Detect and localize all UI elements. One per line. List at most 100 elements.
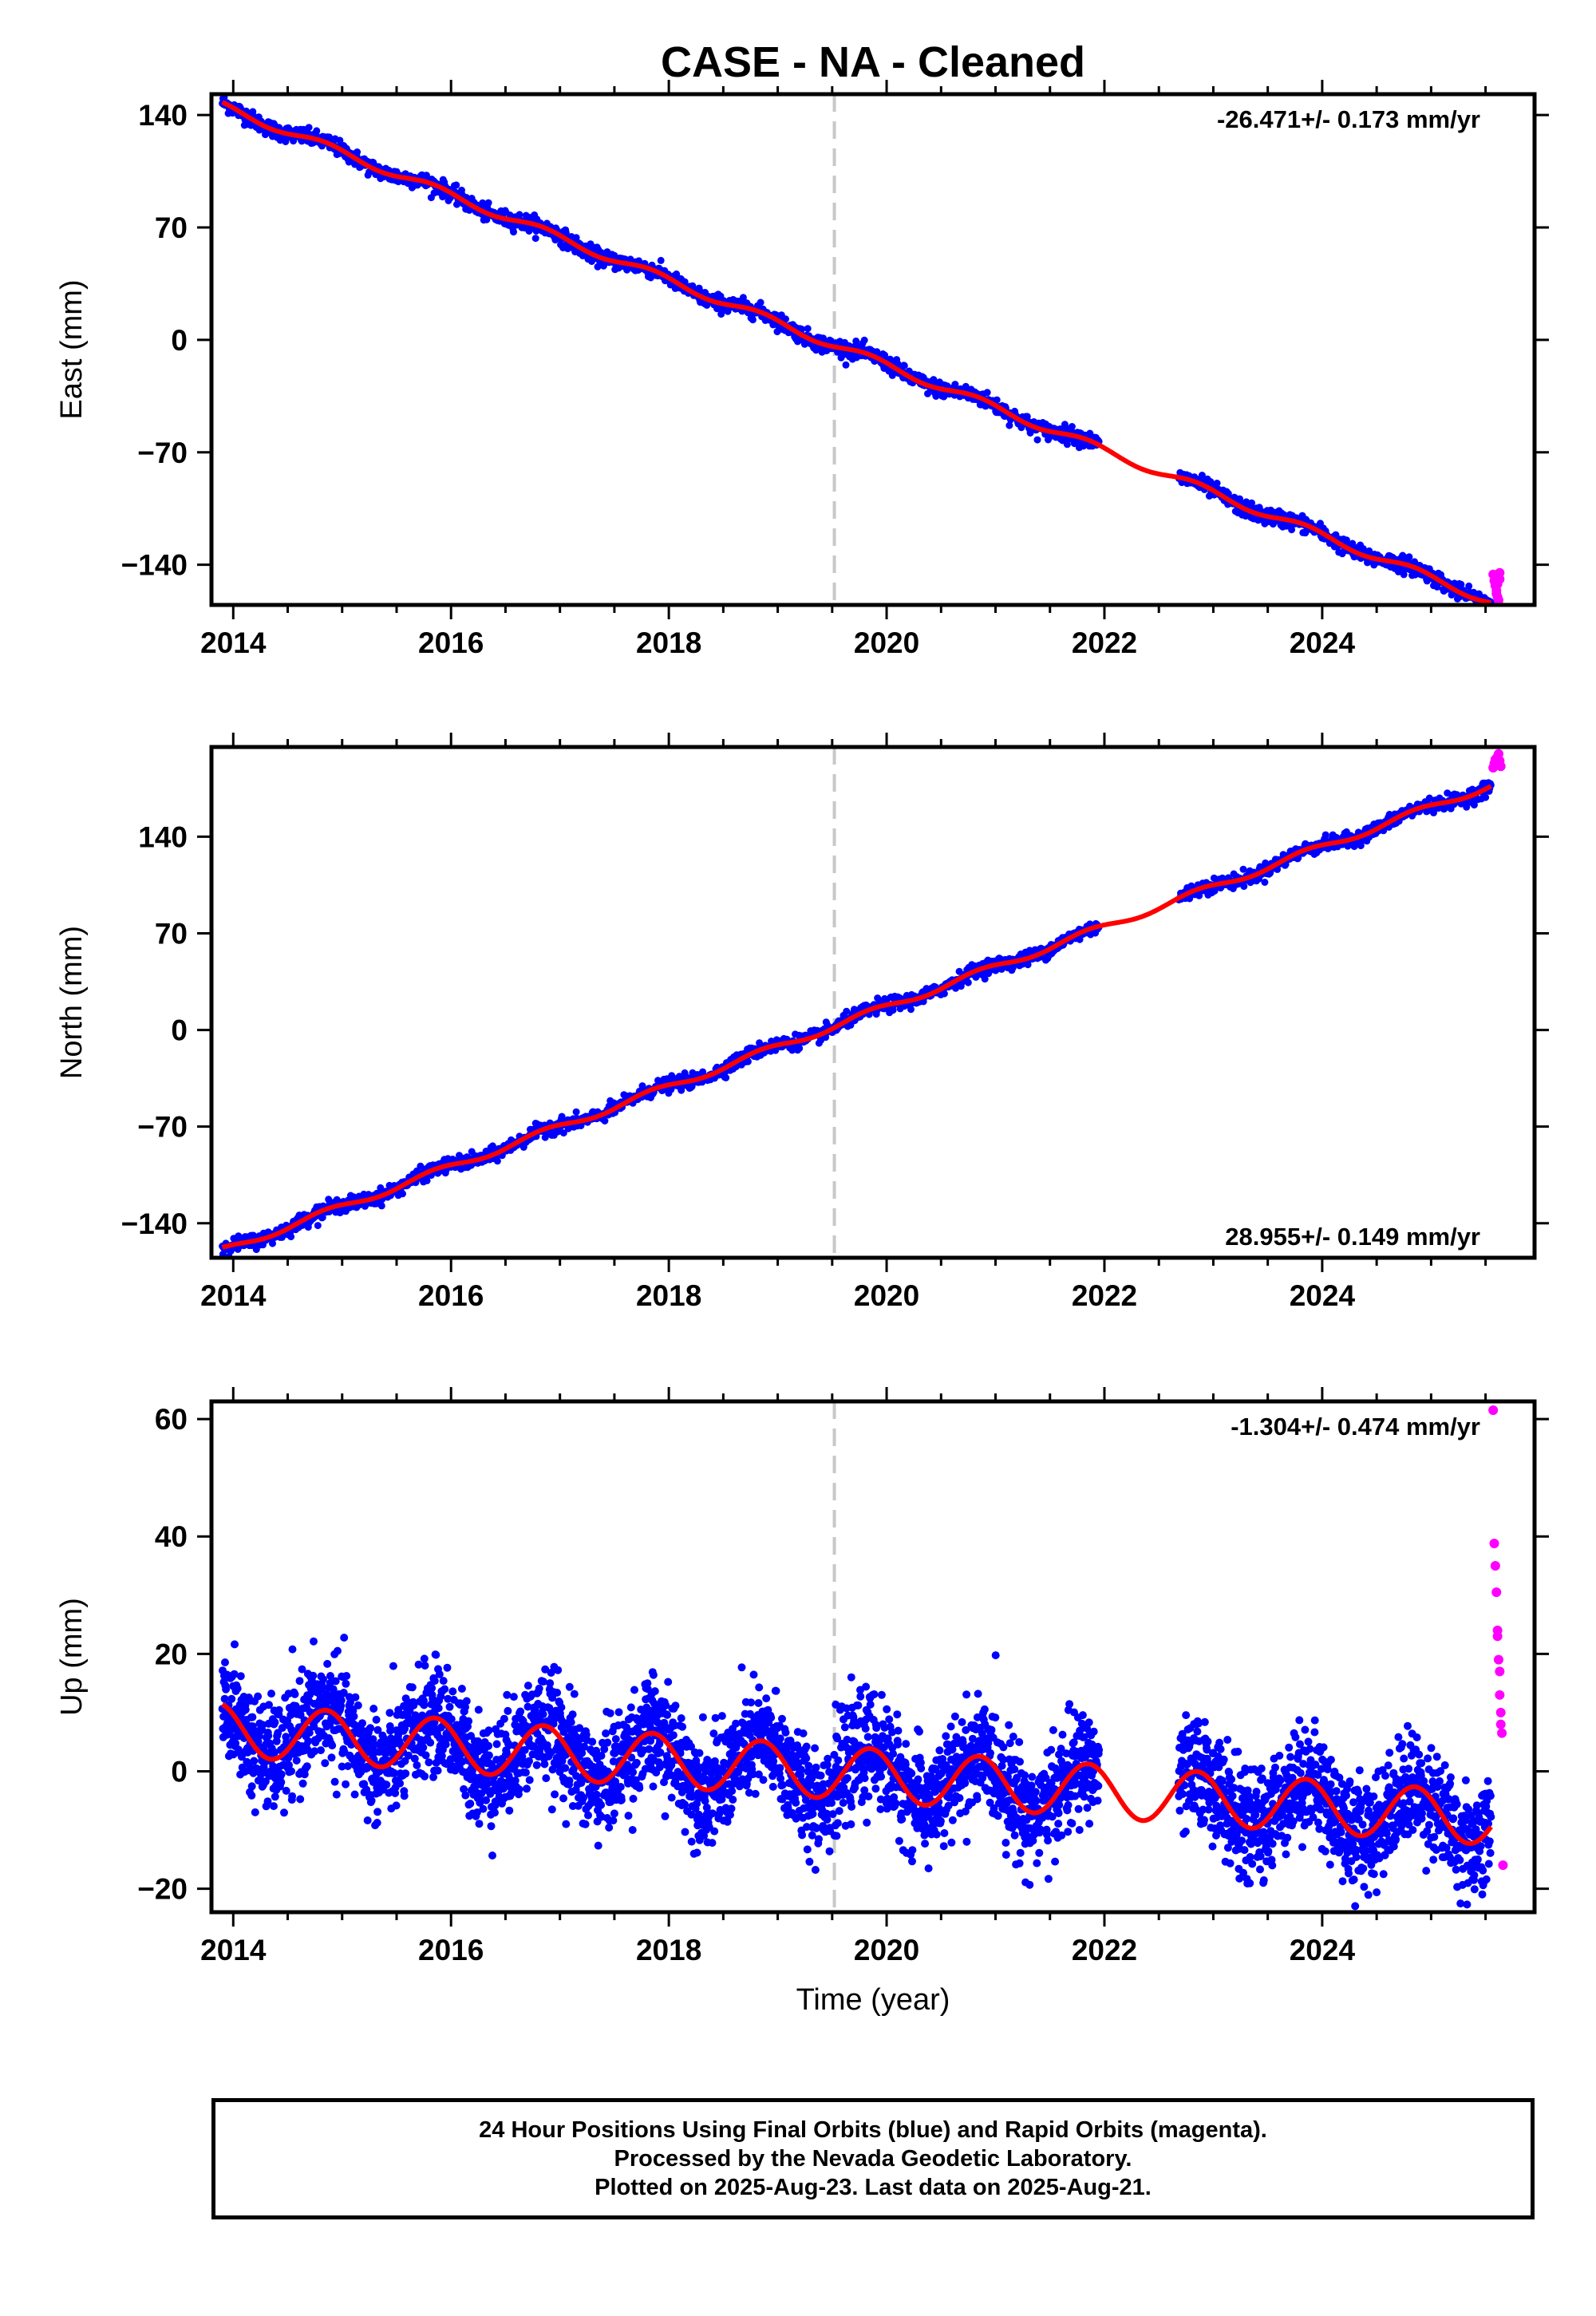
- data-point: [317, 1746, 325, 1755]
- data-point: [493, 1157, 501, 1165]
- final-orbit-points: [219, 94, 1495, 614]
- data-point: [302, 1762, 311, 1771]
- data-point: [328, 1741, 337, 1750]
- data-point: [1026, 429, 1034, 437]
- data-point: [440, 1685, 449, 1694]
- y-axis-label: North (mm): [55, 926, 89, 1079]
- data-point: [290, 1690, 299, 1698]
- x-tick-label: 2018: [636, 1279, 701, 1312]
- data-point: [428, 1684, 437, 1693]
- data-point: [657, 256, 665, 264]
- data-point: [599, 262, 607, 270]
- data-point: [1261, 879, 1269, 886]
- data-point: [1469, 607, 1476, 614]
- data-point: [350, 1712, 358, 1721]
- data-point: [233, 1684, 242, 1693]
- data-point: [430, 1677, 439, 1686]
- data-point: [340, 1634, 349, 1642]
- data-point: [993, 396, 1001, 404]
- data-point: [445, 1702, 454, 1711]
- data-point: [392, 1801, 401, 1810]
- data-point: [282, 1786, 290, 1795]
- data-point: [290, 137, 298, 145]
- data-point: [900, 362, 908, 370]
- data-point: [334, 1646, 342, 1655]
- data-point: [323, 1659, 332, 1668]
- data-point: [1288, 526, 1296, 534]
- data-point: [270, 1802, 278, 1811]
- plot-frame: [209, 92, 1537, 607]
- data-point: [1068, 423, 1076, 430]
- data-point: [277, 1778, 286, 1787]
- data-point: [351, 1693, 360, 1701]
- data-point: [601, 1117, 609, 1124]
- data-point: [264, 1731, 273, 1740]
- data-point: [798, 326, 806, 333]
- data-point: [1457, 580, 1465, 588]
- x-tick-label: 2020: [854, 626, 919, 659]
- data-point: [1033, 436, 1041, 444]
- y-tick-label: 70: [155, 211, 188, 244]
- data-point: [932, 393, 940, 400]
- data-point: [372, 1715, 381, 1724]
- data-point: [310, 1637, 318, 1646]
- plot-area: [219, 747, 1506, 1258]
- y-tick-label: 0: [171, 324, 188, 357]
- data-point: [254, 1692, 263, 1701]
- data-point: [292, 1757, 301, 1765]
- data-point: [280, 1808, 288, 1817]
- final-orbit-points: [218, 1634, 1495, 1911]
- data-point: [350, 1790, 359, 1799]
- data-point: [277, 1770, 286, 1779]
- rapid-orbit-points: [1488, 749, 1506, 773]
- data-point: [462, 1697, 471, 1705]
- data-point: [330, 1777, 339, 1786]
- data-point: [309, 1671, 318, 1680]
- x-tick-label: 2020: [854, 1279, 919, 1312]
- data-point: [951, 381, 959, 389]
- data-point: [1465, 582, 1473, 590]
- plot-area: [218, 1401, 1508, 1912]
- data-point: [296, 1795, 305, 1804]
- data-point: [419, 1743, 428, 1752]
- data-point: [269, 1239, 276, 1247]
- data-point: [250, 1757, 259, 1765]
- plot-area: [219, 94, 1505, 614]
- data-point: [319, 1675, 327, 1684]
- data-point: [318, 1214, 326, 1221]
- rate-annotation: 28.955+/- 0.149 mm/yr: [1225, 1223, 1480, 1251]
- data-point: [432, 1650, 440, 1659]
- data-point: [782, 315, 789, 323]
- data-point: [327, 1753, 336, 1762]
- data-point: [247, 1782, 256, 1791]
- data-point: [399, 1190, 406, 1198]
- data-point: [342, 1672, 351, 1680]
- data-point: [812, 346, 820, 354]
- data-point: [251, 1808, 259, 1816]
- data-point: [298, 1779, 307, 1788]
- data-point: [940, 393, 948, 401]
- data-point: [749, 316, 757, 324]
- data-point: [983, 389, 991, 397]
- data-point: [304, 1737, 313, 1745]
- data-point: [288, 1645, 297, 1654]
- data-point: [313, 127, 321, 135]
- y-tick-label: 140: [138, 820, 188, 853]
- data-point: [401, 1769, 410, 1778]
- x-tick-label: 2022: [1072, 1279, 1137, 1312]
- data-point: [373, 1808, 382, 1816]
- data-point: [421, 1751, 430, 1760]
- y-tick-label: 70: [155, 918, 188, 951]
- x-tick-label: 2024: [1290, 626, 1356, 659]
- data-point: [421, 1772, 429, 1780]
- x-tick-label: 2022: [1072, 626, 1137, 659]
- data-point: [804, 325, 812, 333]
- data-point: [439, 1677, 448, 1686]
- data-point: [278, 1233, 286, 1241]
- data-point: [396, 1779, 405, 1788]
- data-point: [1005, 421, 1013, 429]
- data-point: [757, 298, 764, 306]
- x-tick-label: 2018: [636, 626, 701, 659]
- data-point: [400, 1792, 409, 1800]
